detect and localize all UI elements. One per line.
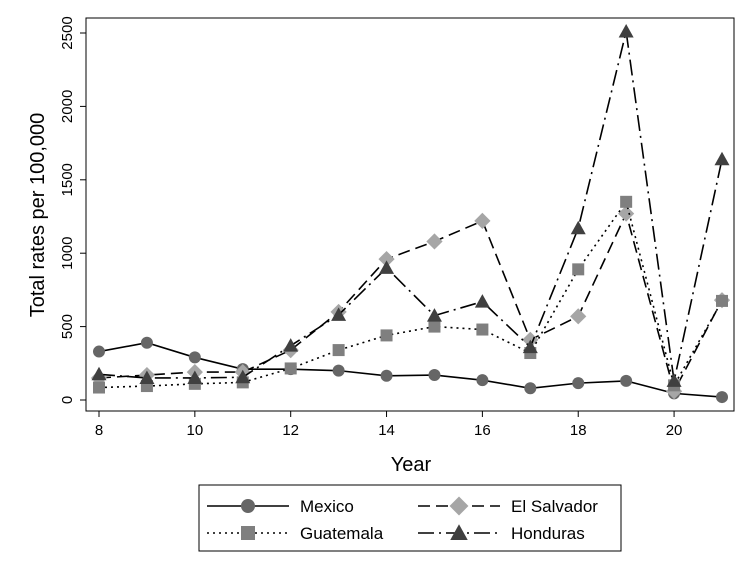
- marker-triangle: [139, 370, 155, 384]
- marker-circle: [380, 369, 393, 382]
- marker-diamond: [570, 308, 587, 325]
- marker-triangle: [474, 294, 490, 308]
- marker-circle: [188, 351, 201, 364]
- legend-label: El Salvador: [511, 497, 598, 516]
- marker-triangle: [666, 373, 682, 387]
- marker-triangle: [235, 369, 251, 384]
- marker-square: [380, 329, 393, 342]
- marker-triangle: [714, 151, 730, 166]
- series-line: [98, 199, 723, 389]
- marker-square: [476, 323, 489, 336]
- series-line: [98, 31, 723, 382]
- series-line: [98, 341, 723, 398]
- x-tick-label: 16: [474, 422, 491, 439]
- marker-triangle: [426, 308, 442, 322]
- legend-item-honduras: Honduras: [418, 524, 585, 543]
- plot-frame: [85, 17, 735, 412]
- marker-circle: [140, 336, 153, 349]
- y-axis-label: Total rates per 100,000: [27, 113, 49, 318]
- x-tick-label: 20: [666, 422, 683, 439]
- x-tick-label: 14: [378, 422, 395, 439]
- marker-diamond: [449, 496, 469, 516]
- marker-square: [332, 344, 345, 357]
- series-layer: [90, 24, 731, 404]
- marker-square: [620, 195, 633, 208]
- marker-square: [241, 526, 255, 540]
- y-tick-label: 2500: [59, 16, 76, 49]
- marker-square: [93, 381, 105, 394]
- marker-circle: [241, 499, 255, 513]
- marker-triangle: [618, 24, 634, 38]
- y-tick-label: 2000: [59, 90, 76, 123]
- marker-circle: [428, 369, 441, 382]
- marker-square: [572, 263, 585, 276]
- marker-triangle: [91, 366, 107, 381]
- x-tick-label: 18: [570, 422, 587, 439]
- marker-triangle: [570, 220, 586, 235]
- legend-item-guatemala: Guatemala: [207, 524, 384, 543]
- marker-circle: [476, 374, 489, 387]
- x-axis-label: Year: [391, 454, 432, 476]
- legend-label: Honduras: [511, 524, 585, 543]
- marker-square: [716, 294, 728, 307]
- legend-frame: [198, 484, 622, 552]
- y-axis: 0 500 1000 1500 2000 2500: [59, 16, 87, 411]
- x-tick-label: 8: [95, 422, 103, 439]
- series-line: [98, 211, 723, 394]
- y-tick-label: 1500: [59, 163, 76, 196]
- marker-square: [428, 320, 441, 333]
- x-tick-label: 12: [282, 422, 299, 439]
- marker-circle: [93, 345, 105, 358]
- marker-circle: [572, 377, 585, 390]
- legend-label: Guatemala: [300, 524, 384, 543]
- legend-item-mexico: Mexico: [207, 497, 354, 516]
- marker-triangle: [379, 260, 395, 274]
- y-tick-label: 0: [59, 396, 76, 404]
- marker-circle: [524, 382, 537, 395]
- x-axis: 8 10 12 14 16 18 20: [86, 410, 734, 439]
- marker-triangle: [331, 307, 347, 321]
- y-tick-label: 500: [59, 314, 76, 339]
- marker-triangle: [187, 370, 203, 384]
- marker-square: [284, 362, 297, 375]
- marker-circle: [716, 391, 728, 404]
- marker-diamond: [618, 205, 635, 222]
- legend: Mexico El Salvador Guatemala Honduras: [207, 496, 598, 543]
- marker-triangle: [450, 524, 468, 540]
- marker-diamond: [474, 212, 491, 230]
- legend-label: Mexico: [300, 497, 354, 516]
- marker-diamond: [378, 250, 395, 268]
- marker-circle: [332, 364, 345, 377]
- marker-triangle: [522, 339, 538, 354]
- legend-item-el-salvador: El Salvador: [418, 496, 598, 516]
- marker-diamond: [426, 233, 443, 250]
- x-tick-label: 10: [187, 422, 204, 439]
- series-honduras: [91, 24, 730, 387]
- marker-triangle: [283, 338, 299, 352]
- y-tick-label: 1000: [59, 237, 76, 270]
- marker-circle: [620, 374, 633, 387]
